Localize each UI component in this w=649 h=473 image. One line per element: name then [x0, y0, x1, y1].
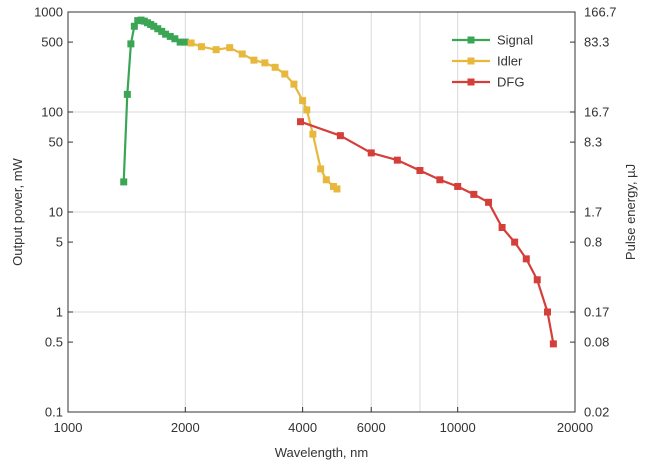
data-point [166, 32, 174, 40]
y-tick-label: 0.5 [45, 335, 63, 350]
data-point [281, 70, 289, 78]
y-tick-label: 5 [56, 235, 63, 250]
y2-tick-label: 8.3 [584, 135, 602, 150]
series-signal [120, 16, 189, 186]
x-tick-label: 1000 [54, 420, 83, 435]
data-point [303, 106, 311, 114]
data-point [250, 56, 258, 64]
data-point [416, 167, 424, 175]
y2-tick-label: 0.02 [584, 405, 609, 420]
data-point [309, 130, 317, 138]
data-point [127, 40, 135, 48]
data-point [336, 132, 344, 140]
legend-marker [467, 36, 475, 44]
series-idler [187, 39, 341, 193]
data-point [299, 97, 307, 105]
y-tick-label: 50 [49, 135, 63, 150]
data-point [212, 46, 220, 54]
data-point [171, 35, 179, 43]
data-point [498, 223, 506, 231]
y-tick-label: 1 [56, 305, 63, 320]
data-point [181, 38, 189, 46]
y2-tick-label: 166.7 [584, 5, 617, 20]
y-tick-label: 100 [41, 105, 63, 120]
legend: Signal Idler DFG [452, 33, 533, 90]
legend-marker [467, 78, 475, 86]
x-axis-label: Wavelength, nm [275, 445, 368, 460]
x-tick-label: 6000 [357, 420, 386, 435]
data-point [393, 156, 401, 164]
data-point [187, 39, 195, 47]
data-point [162, 30, 170, 38]
data-point [543, 308, 551, 316]
y2-tick-label: 1.7 [584, 205, 602, 220]
legend-marker [467, 57, 475, 65]
data-point [158, 27, 166, 35]
axis-ticks: 1000 2000 4000 6000 10000 2000010005001005010… [34, 5, 616, 436]
y2-tick-label: 16.7 [584, 105, 609, 120]
data-point [271, 63, 279, 71]
x-tick-label: 10000 [440, 420, 476, 435]
data-point [120, 178, 128, 186]
y2-tick-label: 0.08 [584, 335, 609, 350]
y2-tick-label: 0.8 [584, 235, 602, 250]
data-point [322, 176, 330, 184]
y-axis-label: Output power, mW [10, 157, 25, 265]
data-point [261, 59, 269, 67]
data-point [485, 198, 493, 206]
legend-item: Signal [452, 33, 533, 48]
legend-item: Idler [452, 54, 523, 69]
data-point [130, 22, 138, 30]
legend-label: Idler [497, 54, 523, 69]
data-point [533, 276, 541, 284]
data-point [123, 90, 131, 98]
data-point [296, 118, 304, 126]
legend-label: Signal [497, 33, 533, 48]
data-point [549, 340, 557, 348]
legend-item: DFG [452, 75, 524, 90]
legend-label: DFG [497, 75, 524, 90]
data-point [154, 25, 162, 33]
y-tick-label: 10 [49, 205, 63, 220]
data-point [436, 176, 444, 184]
y2-axis-label: Pulse energy, µJ [623, 164, 638, 260]
series-dfg [296, 118, 557, 348]
data-point [333, 185, 341, 193]
data-point [290, 80, 298, 88]
data-point [511, 238, 519, 246]
y2-tick-label: 83.3 [584, 35, 609, 50]
x-tick-label: 2000 [171, 420, 200, 435]
series-line [300, 120, 555, 345]
data-point [176, 38, 184, 46]
data-point [522, 255, 530, 263]
data-point [197, 43, 205, 51]
y2-tick-label: 0.17 [584, 305, 609, 320]
data-point [226, 44, 234, 52]
data-point [238, 50, 246, 58]
data-point [317, 165, 325, 173]
y-tick-label: 1000 [34, 5, 63, 20]
y-tick-label: 500 [41, 35, 63, 50]
data-point [454, 182, 462, 190]
data-point [150, 22, 158, 30]
data-point [367, 149, 375, 157]
series-layer [120, 16, 557, 348]
grid [68, 11, 575, 413]
x-tick-label: 4000 [288, 420, 317, 435]
data-point [470, 190, 478, 198]
x-tick-label: 20000 [557, 420, 593, 435]
y-tick-label: 0.1 [45, 405, 63, 420]
